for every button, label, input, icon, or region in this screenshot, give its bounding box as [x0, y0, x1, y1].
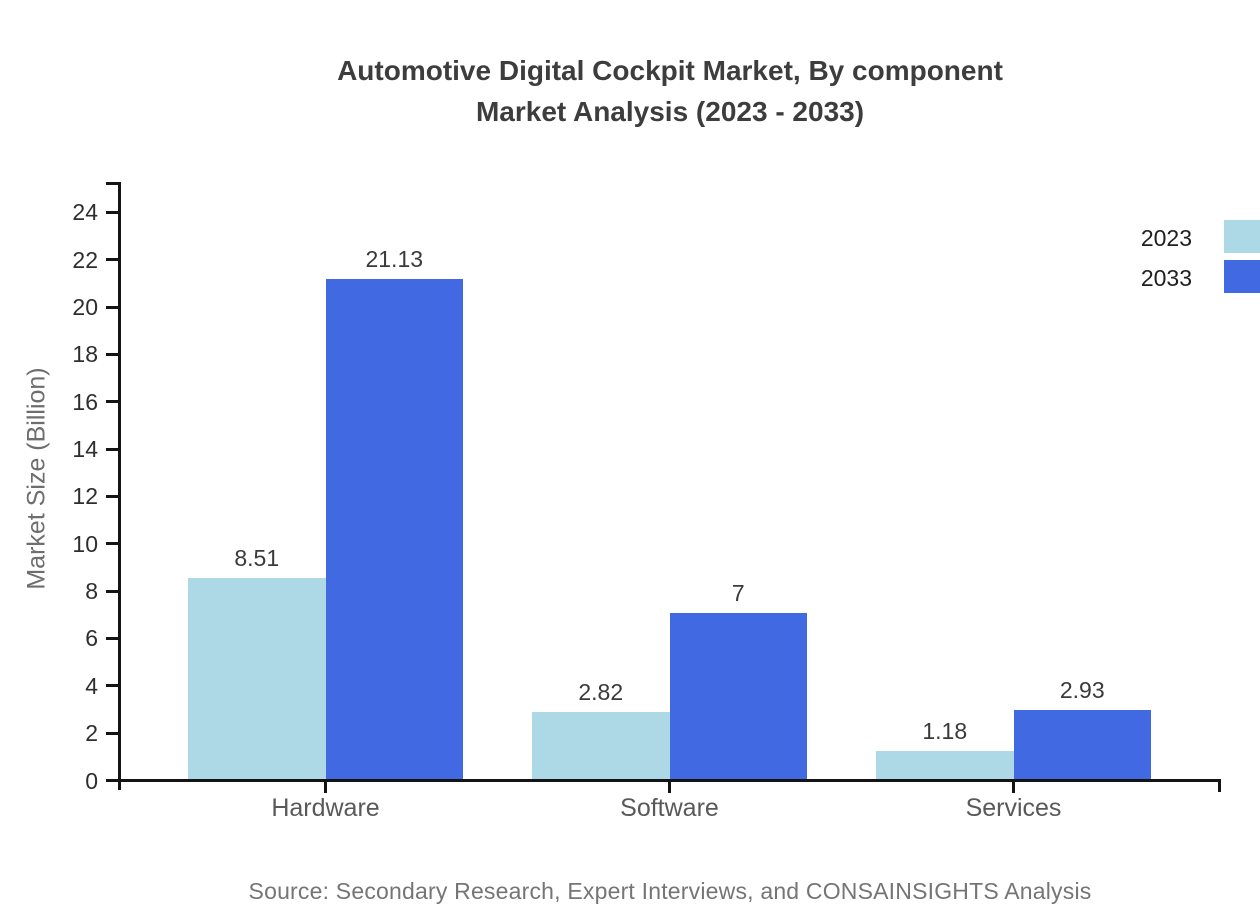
- x-axis-line: [106, 779, 1221, 782]
- y-tick-22: [106, 258, 119, 262]
- y-axis-line: [118, 182, 121, 790]
- y-tick-label-18: 18: [72, 341, 98, 368]
- y-tick-label-8: 8: [85, 578, 98, 605]
- bar-2033-services: [1013, 710, 1151, 779]
- legend-swatch-2023: [1224, 220, 1260, 253]
- y-tick-4: [106, 684, 119, 688]
- bar-value-2033-hardware: 21.13: [365, 246, 424, 272]
- chart-title-line2: Market Analysis (2023 - 2033): [475, 96, 865, 127]
- bar-value-2023-services: 1.18: [922, 718, 968, 744]
- y-tick-10: [106, 542, 119, 546]
- y-tick-20: [106, 305, 119, 309]
- source-note: Source: Secondary Research, Expert Inter…: [248, 878, 1092, 904]
- x-tick-software: [668, 779, 671, 793]
- y-tick-2: [106, 731, 119, 735]
- bar-2033-software: [669, 613, 807, 779]
- y-tick-label-22: 22: [72, 246, 98, 273]
- bar-2023-hardware: [188, 578, 326, 779]
- y-tick-8: [106, 589, 119, 593]
- x-tick-services: [1012, 779, 1015, 793]
- y-tick-label-10: 10: [72, 530, 98, 557]
- bar-value-2033-software: 7: [731, 580, 745, 606]
- chart-title: Automotive Digital Cockpit Market, By co…: [80, 50, 1260, 132]
- y-tick-6: [106, 636, 119, 640]
- bar-2023-services: [876, 751, 1014, 779]
- chart-title-line1: Automotive Digital Cockpit Market, By co…: [337, 55, 1003, 86]
- y-tick-label-0: 0: [85, 767, 98, 794]
- y-tick-24: [106, 210, 119, 214]
- y-tick-label-24: 24: [72, 199, 98, 226]
- bar-2033-hardware: [325, 279, 463, 779]
- y-tick-label-4: 4: [85, 672, 98, 699]
- bar-value-2033-services: 2.93: [1059, 677, 1105, 703]
- y-tick-16: [106, 400, 119, 404]
- y-axis-title: Market Size (Billion): [22, 367, 51, 590]
- y-tick-12: [106, 494, 119, 498]
- legend-swatch-2033: [1224, 260, 1260, 293]
- bar-value-2023-hardware: 8.51: [234, 545, 280, 571]
- legend-label-2023: 2023: [1140, 225, 1192, 251]
- legend-label-2033: 2033: [1140, 265, 1192, 291]
- y-tick-14: [106, 447, 119, 451]
- y-tick-label-14: 14: [72, 436, 98, 463]
- y-tick-18: [106, 352, 119, 356]
- category-label-software: Software: [620, 794, 719, 822]
- y-tick-label-20: 20: [72, 294, 98, 321]
- x-axis-right-cap: [1218, 779, 1221, 792]
- y-axis-top-cap: [106, 182, 119, 185]
- y-tick-label-2: 2: [85, 720, 98, 747]
- category-label-hardware: Hardware: [271, 794, 380, 822]
- y-tick-label-16: 16: [72, 388, 98, 415]
- y-tick-0: [106, 779, 119, 782]
- bar-value-2023-software: 2.82: [578, 679, 624, 705]
- x-tick-hardware: [324, 779, 327, 793]
- y-tick-label-6: 6: [85, 625, 98, 652]
- y-tick-label-12: 12: [72, 483, 98, 510]
- category-label-services: Services: [965, 794, 1062, 822]
- bar-2023-software: [532, 712, 670, 779]
